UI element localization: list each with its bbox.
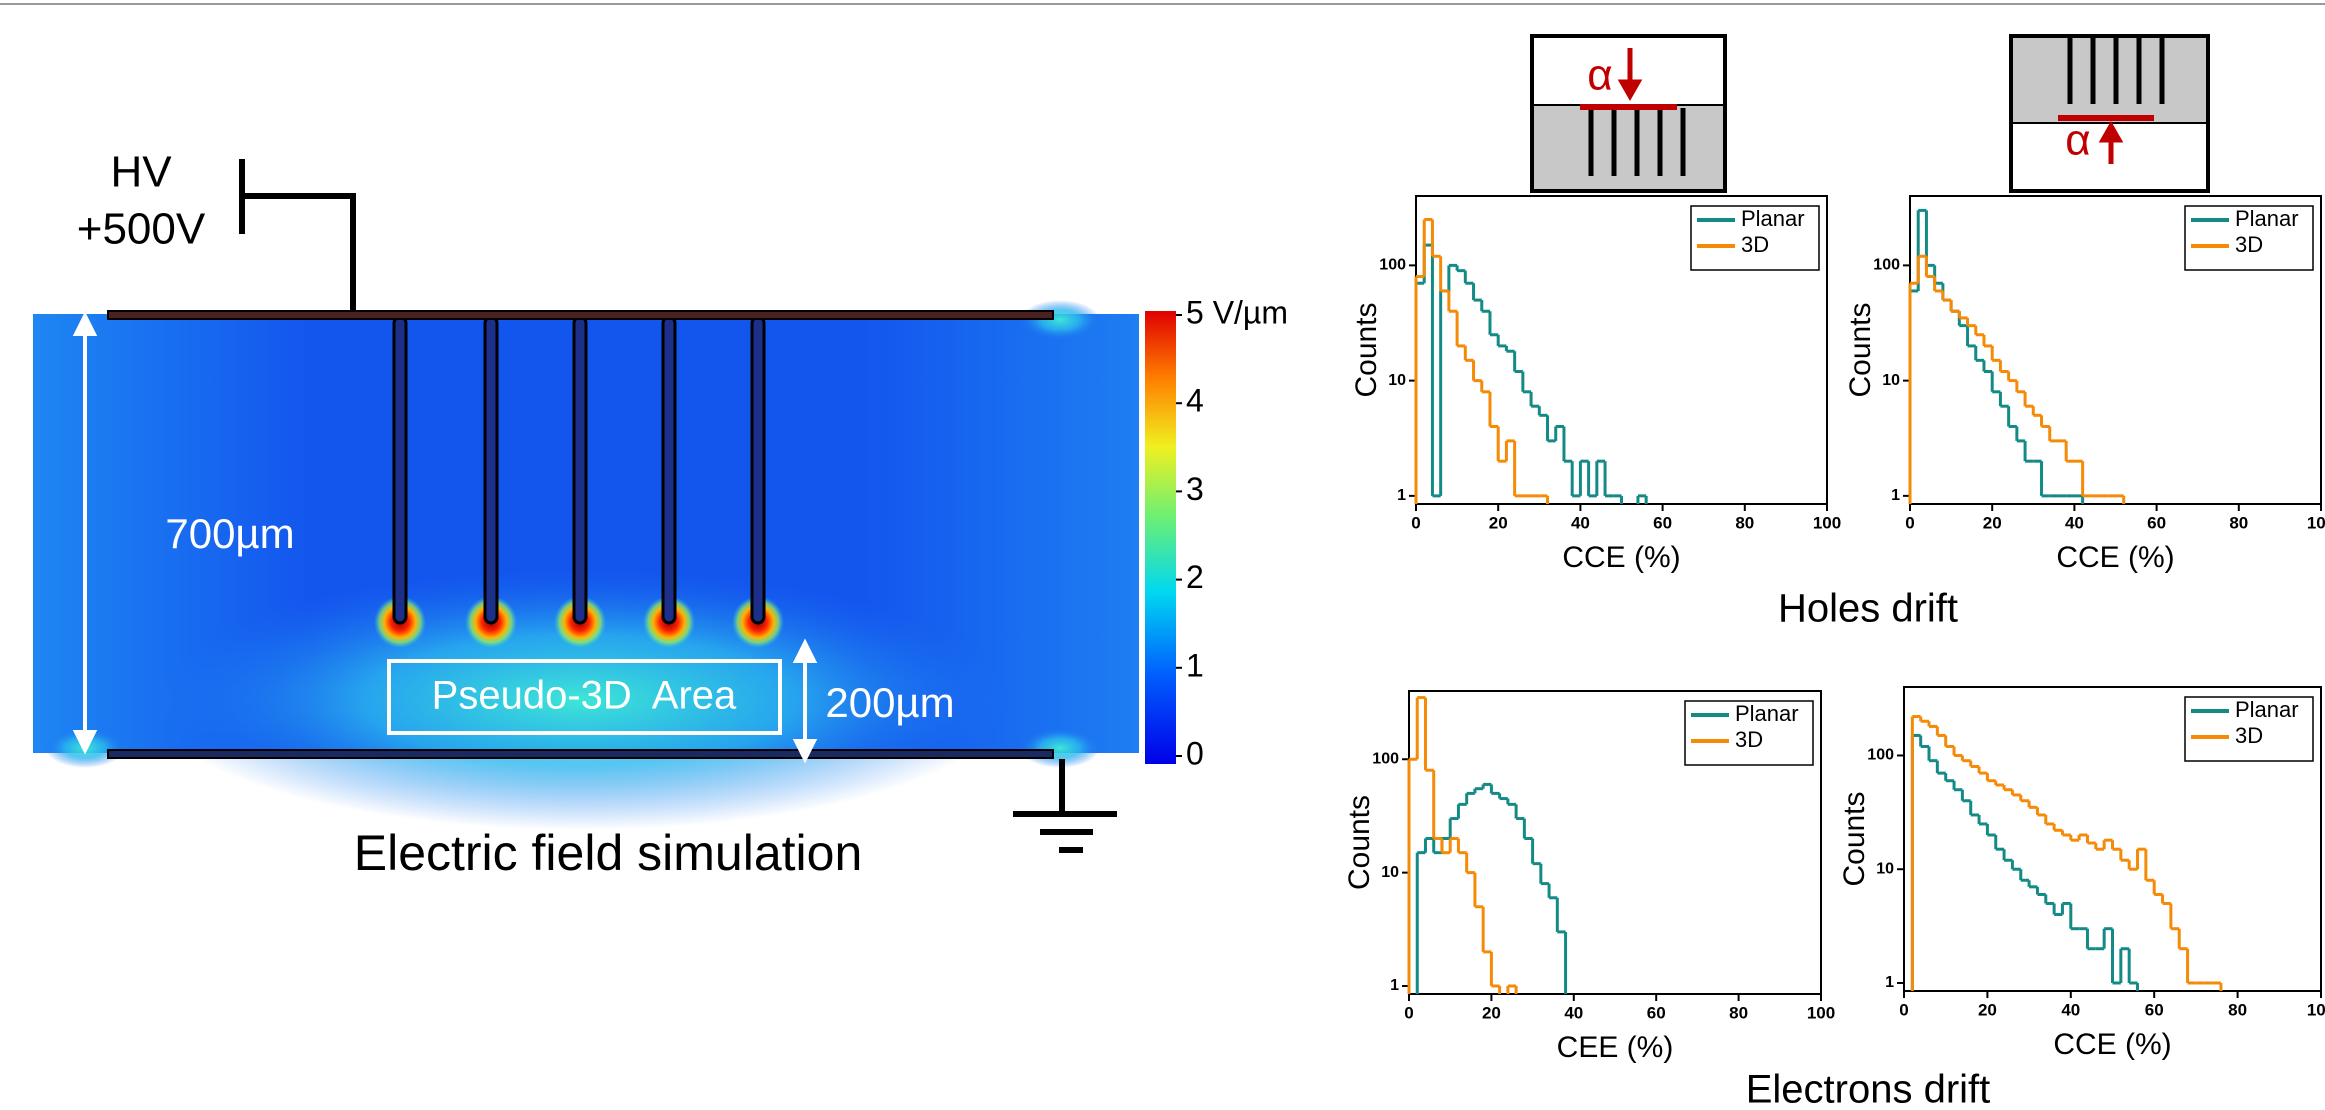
x-tick-label: 0 — [1905, 513, 1914, 532]
legend-box — [2184, 205, 2314, 271]
y-axis-label: Counts — [1838, 791, 1871, 886]
y-tick-label: 1 — [1891, 487, 1900, 504]
diagram-bottom-incidence — [2009, 34, 2210, 193]
x-tick-label: 100 — [2307, 1000, 2325, 1019]
thickness-label: 700µm — [165, 510, 294, 557]
simulation-title: Electric field simulation — [354, 825, 863, 881]
colorbar-tick-label: 5 V/µm — [1186, 294, 1288, 330]
legend-label: Planar — [2235, 697, 2299, 722]
x-tick-label: 100 — [2307, 513, 2325, 532]
legend-label: 3D — [1741, 232, 1769, 257]
x-tick-label: 20 — [1482, 1003, 1501, 1022]
x-tick-label: 100 — [1813, 513, 1841, 532]
y-tick-label: 10 — [1876, 860, 1894, 877]
group-title: Electrons drift — [1746, 1068, 1991, 1110]
legend-label: Planar — [2235, 206, 2299, 231]
y-tick-label: 10 — [1381, 864, 1399, 881]
x-tick-label: 40 — [2065, 513, 2084, 532]
x-axis-label: CCE (%) — [1562, 541, 1680, 574]
x-tick-label: 20 — [1489, 513, 1508, 532]
y-tick-label: 1 — [1397, 487, 1406, 504]
x-tick-label: 80 — [1729, 1003, 1748, 1022]
legend-label: Planar — [1741, 206, 1805, 231]
alpha-label: α — [2065, 116, 2090, 165]
y-tick-label: 1 — [1390, 977, 1399, 994]
x-tick-label: 0 — [1411, 513, 1420, 532]
x-tick-label: 80 — [1735, 513, 1754, 532]
x-tick-label: 0 — [1404, 1003, 1413, 1022]
y-tick-label: 100 — [1867, 747, 1894, 764]
colorbar-tick-label: 2 — [1186, 559, 1204, 595]
plot-frame — [1903, 686, 2322, 992]
x-axis-label: CCE (%) — [2053, 1028, 2171, 1061]
legend-box — [2184, 696, 2314, 762]
colorbar-tick-label: 1 — [1186, 647, 1204, 683]
legend-label: 3D — [2235, 723, 2263, 748]
legend-label: Planar — [1735, 701, 1799, 726]
x-axis-label: CEE (%) — [1557, 1031, 1674, 1064]
field-map — [33, 300, 1139, 830]
x-tick-label: 60 — [2145, 1000, 2164, 1019]
legend-label: 3D — [2235, 232, 2263, 257]
legend-box — [1690, 205, 1820, 271]
x-tick-label: 80 — [2228, 1000, 2247, 1019]
legend-label: 3D — [1735, 727, 1763, 752]
y-axis-label: Counts — [1350, 302, 1383, 397]
colorbar-tick-label: 4 — [1186, 383, 1204, 419]
x-tick-label: 20 — [1983, 513, 2002, 532]
colorbar-tick-label: 3 — [1186, 471, 1204, 507]
circuit — [239, 159, 1117, 853]
y-axis-label: Counts — [1343, 795, 1376, 890]
x-tick-label: 0 — [1899, 1000, 1908, 1019]
x-tick-label: 60 — [1647, 1003, 1666, 1022]
legend-box — [1684, 700, 1814, 766]
alpha-label: α — [1587, 51, 1612, 100]
x-tick-label: 40 — [2061, 1000, 2080, 1019]
y-tick-label: 10 — [1882, 372, 1900, 389]
x-axis-label: CCE (%) — [2056, 541, 2174, 574]
x-tick-label: 100 — [1807, 1003, 1835, 1022]
y-tick-label: 100 — [1379, 257, 1406, 274]
hv-label: HV — [110, 148, 172, 197]
diagram-top-incidence — [1530, 34, 1727, 193]
x-tick-label: 40 — [1571, 513, 1590, 532]
y-tick-label: 100 — [1372, 750, 1399, 767]
colorbar-tick-label: 0 — [1186, 735, 1204, 771]
y-tick-label: 10 — [1388, 372, 1406, 389]
x-tick-label: 20 — [1978, 1000, 1997, 1019]
x-tick-label: 60 — [2147, 513, 2166, 532]
y-axis-label: Counts — [1844, 302, 1877, 397]
x-tick-label: 40 — [1564, 1003, 1583, 1022]
colorbar — [1145, 311, 1176, 764]
group-title: Holes drift — [1778, 587, 1958, 631]
y-tick-label: 100 — [1873, 257, 1900, 274]
x-tick-label: 60 — [1653, 513, 1672, 532]
depth-label: 200µm — [825, 679, 954, 726]
x-tick-label: 80 — [2229, 513, 2248, 532]
voltage-label: +500V — [77, 205, 206, 254]
y-tick-label: 1 — [1885, 974, 1894, 991]
area-label: Pseudo-3D Area — [432, 674, 737, 718]
